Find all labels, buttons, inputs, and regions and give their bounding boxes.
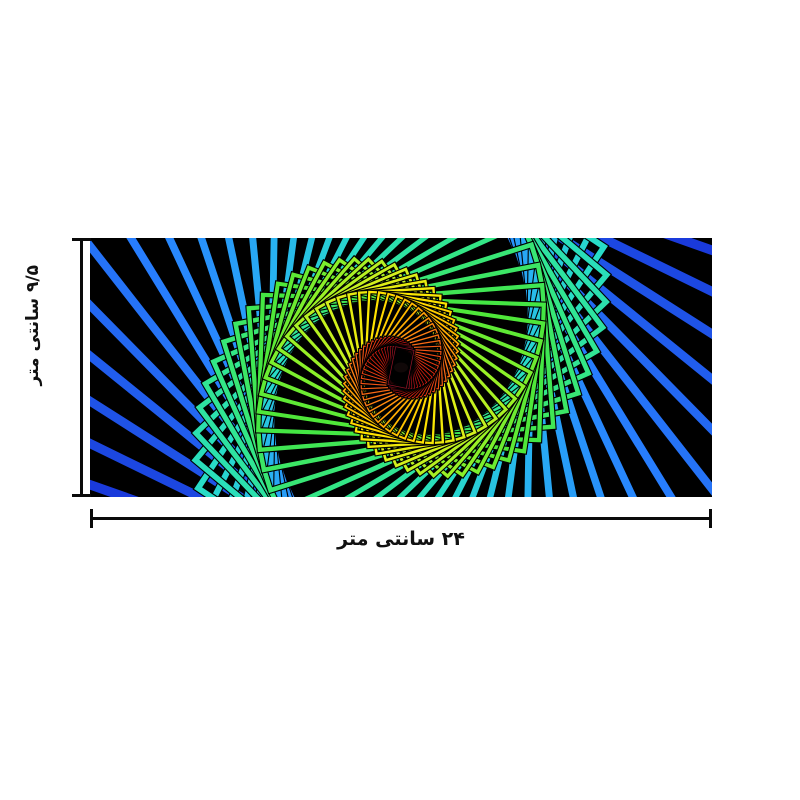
width-dimension-label: ۲۴ سانتی متر (337, 528, 465, 550)
spiral-ring (90, 238, 712, 497)
spiral-ring (197, 238, 605, 497)
spiral-ring (192, 238, 610, 497)
spiral-ring (90, 238, 712, 497)
width-dimension-line (90, 508, 712, 530)
spiral-ring (194, 238, 608, 497)
spiral-ring (195, 238, 607, 497)
spiral-ring (229, 238, 573, 497)
spiral-center-core (394, 362, 408, 373)
spiral-ring (244, 238, 558, 497)
spiral-ring (90, 238, 712, 497)
width-dimension-shaft (90, 517, 712, 520)
spiral-ring (387, 346, 415, 389)
spiral-ring (126, 238, 676, 497)
height-dimension-shaft (80, 238, 83, 497)
height-dimension-line (70, 238, 92, 497)
spiral-ring (90, 238, 712, 497)
spiral-ring (191, 238, 611, 497)
spiral-ring (211, 238, 591, 497)
spiral-ring (90, 238, 712, 497)
height-dimension-label: ۹/۵ سانتی متر (23, 265, 43, 386)
spiral-ring (256, 238, 546, 497)
width-dimension-right-cap (709, 509, 712, 528)
spiral-ring (165, 238, 637, 497)
spiral-ring (249, 238, 553, 497)
spiral-ring (266, 238, 536, 497)
spiral-ring (225, 238, 577, 497)
rainbow-spiral-vortex-graphic (90, 238, 712, 497)
spiral-ring (201, 238, 601, 497)
artwork-image (90, 238, 712, 497)
spiral-rings-group (90, 238, 712, 497)
height-dimension-bottom-cap (72, 494, 91, 497)
